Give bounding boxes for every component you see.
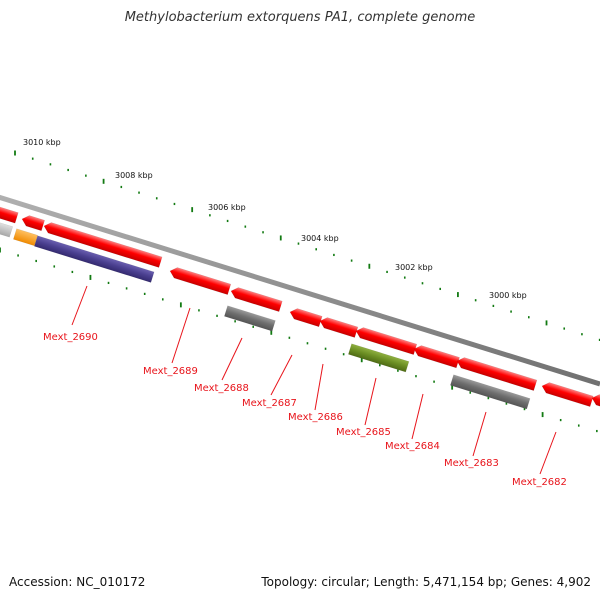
cds-arrow	[541, 382, 594, 407]
leader-line	[71, 285, 88, 326]
gene-label: Mext_2690	[43, 332, 98, 343]
leader-line	[270, 354, 293, 396]
cds-arrow	[230, 287, 283, 312]
accession-text: Accession: NC_010172	[9, 575, 146, 589]
kbp-label: 3010 kbp	[23, 138, 61, 147]
leader-line	[472, 411, 487, 457]
gene-bar-orange	[13, 228, 38, 247]
gene-label: Mext_2689	[143, 366, 198, 377]
kbp-label: 3002 kbp	[395, 263, 433, 272]
gene-label: Mext_2684	[385, 441, 440, 452]
gene-bar-purple	[34, 235, 155, 283]
cds-arrow	[413, 345, 460, 369]
cds-arrow	[319, 317, 359, 338]
gene-label: Mext_2683	[444, 458, 499, 469]
gene-features	[0, 205, 600, 410]
leader-line	[411, 393, 424, 440]
leader-line	[539, 431, 557, 475]
cds-arrow	[289, 308, 323, 328]
cds-arrow	[43, 222, 163, 268]
cds-arrow	[169, 267, 232, 295]
kbp-label: 3004 kbp	[301, 234, 339, 243]
scale-labels: 3010 kbp 3008 kbp 3006 kbp 3004 kbp 3002 kbp…	[23, 138, 527, 300]
gene-label: Mext_2686	[288, 412, 343, 423]
leader-line	[221, 337, 243, 381]
map-title: Methylobacterium extorquens PA1, complet…	[124, 10, 476, 25]
kbp-label: 3000 kbp	[489, 291, 527, 300]
cds-arrow	[456, 357, 538, 391]
cds-arrow	[591, 394, 600, 410]
kbp-label: 3006 kbp	[208, 203, 246, 212]
leader-line	[171, 307, 191, 364]
kbp-label: 3008 kbp	[115, 171, 153, 180]
gene-bar-light-grey	[0, 220, 14, 238]
gene-bar-grey	[450, 374, 531, 410]
gene-labels: Mext_2690 Mext_2689 Mext_2688 Mext_2687 Mext…	[43, 332, 567, 488]
topology-text: Topology: circular; Length: 5,471,154 bp…	[261, 575, 591, 589]
scale-ticks	[0, 150, 600, 433]
gene-label: Mext_2685	[336, 427, 391, 438]
gene-bar-grey	[224, 305, 276, 332]
leader-line	[364, 377, 377, 426]
leader-line	[314, 363, 324, 411]
genome-backbone	[0, 194, 600, 387]
gene-label: Mext_2682	[512, 477, 567, 488]
gene-bar-olive	[348, 343, 410, 373]
gene-label: Mext_2688	[194, 383, 249, 394]
gene-label: Mext_2687	[242, 398, 297, 409]
cds-arrow	[21, 215, 45, 232]
cds-arrow	[0, 205, 19, 224]
label-leaders	[71, 285, 557, 475]
